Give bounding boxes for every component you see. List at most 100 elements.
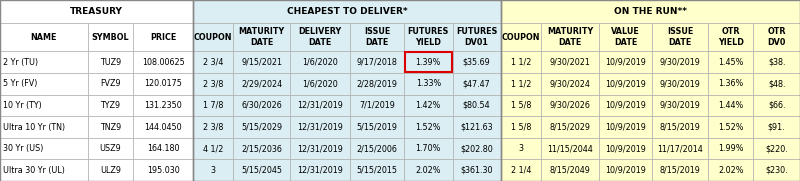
Text: PRICE: PRICE <box>150 33 177 41</box>
Text: 2.02%: 2.02% <box>718 166 743 175</box>
Bar <box>134 116 194 138</box>
Bar <box>599 138 652 159</box>
Text: 10 Yr (TY): 10 Yr (TY) <box>3 101 42 110</box>
Bar <box>234 95 290 116</box>
Text: FUTURES
DV01: FUTURES DV01 <box>456 27 498 47</box>
Text: 108.00625: 108.00625 <box>142 58 185 67</box>
Text: 2/29/2024: 2/29/2024 <box>241 79 282 88</box>
Text: Ultra 10 Yr (TN): Ultra 10 Yr (TN) <box>3 123 65 132</box>
Text: 5/15/2015: 5/15/2015 <box>357 166 398 175</box>
Bar <box>754 73 800 95</box>
Text: 10/9/2019: 10/9/2019 <box>605 144 646 153</box>
Bar <box>754 159 800 181</box>
Text: 144.0450: 144.0450 <box>145 123 182 132</box>
Text: 30 Yr (US): 30 Yr (US) <box>3 144 43 153</box>
Text: 1.52%: 1.52% <box>415 123 441 132</box>
Bar <box>599 73 652 95</box>
Bar <box>541 159 599 181</box>
Text: 1 7/8: 1 7/8 <box>203 101 223 110</box>
Bar <box>404 159 453 181</box>
Text: 2 3/4: 2 3/4 <box>203 58 223 67</box>
Text: OTR
DV0: OTR DV0 <box>767 27 786 47</box>
Bar <box>652 95 708 116</box>
Bar <box>453 73 501 95</box>
Bar <box>404 95 453 116</box>
Text: 9/30/2026: 9/30/2026 <box>550 101 590 110</box>
Text: 1.99%: 1.99% <box>718 144 743 153</box>
Bar <box>708 73 754 95</box>
Text: Ultra 30 Yr (UL): Ultra 30 Yr (UL) <box>3 166 65 175</box>
Bar <box>290 159 350 181</box>
Bar <box>134 95 194 116</box>
Text: $38.: $38. <box>768 58 786 67</box>
Bar <box>234 138 290 159</box>
Bar <box>0 159 87 181</box>
Text: 12/31/2019: 12/31/2019 <box>297 101 343 110</box>
Text: 12/31/2019: 12/31/2019 <box>297 123 343 132</box>
Text: 10/9/2019: 10/9/2019 <box>605 79 646 88</box>
Text: 1.36%: 1.36% <box>718 79 743 88</box>
Bar <box>754 23 800 51</box>
Bar <box>599 23 652 51</box>
Text: TNZ9: TNZ9 <box>100 123 121 132</box>
Bar <box>501 138 541 159</box>
Bar <box>501 159 541 181</box>
Bar <box>0 0 194 181</box>
Bar <box>87 95 134 116</box>
Text: TYZ9: TYZ9 <box>100 101 121 110</box>
Bar <box>501 95 541 116</box>
Text: $202.80: $202.80 <box>460 144 493 153</box>
Text: $220.: $220. <box>766 144 788 153</box>
Bar <box>453 23 501 51</box>
Bar <box>194 0 501 181</box>
Bar <box>652 51 708 73</box>
Bar <box>290 116 350 138</box>
Bar <box>87 138 134 159</box>
Text: MATURITY
DATE: MATURITY DATE <box>547 27 593 47</box>
Bar <box>134 23 194 51</box>
Bar <box>652 23 708 51</box>
Bar <box>541 73 599 95</box>
Text: 131.2350: 131.2350 <box>145 101 182 110</box>
Bar <box>194 51 234 73</box>
Bar <box>541 51 599 73</box>
Bar <box>541 23 599 51</box>
Text: TREASURY: TREASURY <box>70 7 123 16</box>
Bar <box>404 51 453 73</box>
Bar <box>453 95 501 116</box>
Text: COUPON: COUPON <box>194 33 233 41</box>
Bar <box>87 23 134 51</box>
Bar <box>194 116 234 138</box>
Text: 9/30/2019: 9/30/2019 <box>659 58 701 67</box>
Bar <box>541 95 599 116</box>
Bar <box>350 73 404 95</box>
Bar <box>501 0 800 181</box>
Bar <box>541 116 599 138</box>
Text: 2 1/4: 2 1/4 <box>510 166 531 175</box>
Bar <box>708 159 754 181</box>
Text: ON THE RUN**: ON THE RUN** <box>614 7 687 16</box>
Text: SYMBOL: SYMBOL <box>92 33 130 41</box>
Text: 5/15/2029: 5/15/2029 <box>241 123 282 132</box>
Bar <box>754 95 800 116</box>
Bar <box>290 73 350 95</box>
Text: $48.: $48. <box>768 79 786 88</box>
Bar <box>87 159 134 181</box>
Bar <box>599 159 652 181</box>
Text: 5/15/2019: 5/15/2019 <box>357 123 398 132</box>
Text: 9/30/2021: 9/30/2021 <box>550 58 590 67</box>
Bar <box>350 23 404 51</box>
Bar <box>708 116 754 138</box>
Text: CHEAPEST TO DELIVER*: CHEAPEST TO DELIVER* <box>286 7 407 16</box>
Bar <box>134 51 194 73</box>
Bar <box>0 138 87 159</box>
Text: 2 3/8: 2 3/8 <box>203 123 223 132</box>
Bar <box>754 138 800 159</box>
Text: OTR
YIELD: OTR YIELD <box>718 27 744 47</box>
Bar <box>350 95 404 116</box>
Bar <box>194 23 234 51</box>
Text: $230.: $230. <box>766 166 788 175</box>
Bar <box>652 116 708 138</box>
Bar <box>501 23 541 51</box>
Text: 3: 3 <box>518 144 523 153</box>
